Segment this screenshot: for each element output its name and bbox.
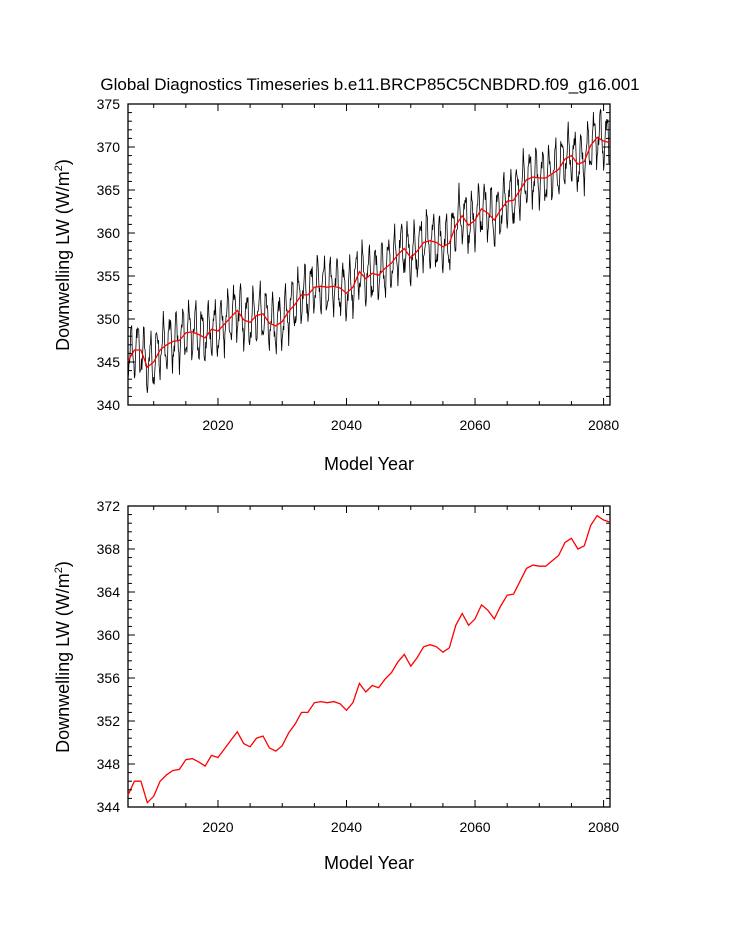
annual-series-line xyxy=(127,136,611,369)
x-tick-label: 2060 xyxy=(459,819,490,835)
y-tick-label: 370 xyxy=(97,139,121,155)
y-axis-title-close: ) xyxy=(53,561,73,567)
x-tick-label: 2020 xyxy=(202,819,233,835)
y-tick-label: 364 xyxy=(97,584,121,600)
annual-series-layer xyxy=(127,136,611,369)
x-axis-ticks: 2020 2040 2060 2080 xyxy=(153,104,619,433)
annual-series-line xyxy=(127,514,611,804)
timeseries-panel-annual: 2020 2040 2060 2080 344 348 352 356 360 364 368 37… xyxy=(53,498,619,873)
plot-area-border xyxy=(127,505,611,808)
y-tick-label: 360 xyxy=(97,627,121,643)
annual-series-layer xyxy=(127,514,611,804)
y-tick-label: 350 xyxy=(97,311,121,327)
y-tick-label: 344 xyxy=(97,799,121,815)
y-tick-label: 352 xyxy=(97,713,121,729)
y-axis-title: Downwelling LW (W/m2) xyxy=(53,159,73,351)
y-axis-title-sup: 2 xyxy=(53,165,65,171)
y-axis-title-main: Downwelling LW (W/m xyxy=(53,171,73,351)
y-tick-label: 375 xyxy=(97,96,121,112)
y-axis-title-close: ) xyxy=(53,159,73,165)
y-axis-title-main: Downwelling LW (W/m xyxy=(53,573,73,753)
monthly-series-line xyxy=(127,108,610,393)
x-tick-label: 2080 xyxy=(588,819,619,835)
y-tick-label: 365 xyxy=(97,182,121,198)
y-axis-title-sup: 2 xyxy=(53,567,65,573)
y-tick-label: 355 xyxy=(97,268,121,284)
x-axis-title: Model Year xyxy=(324,853,414,873)
y-tick-label: 345 xyxy=(97,354,121,370)
plot-area-border xyxy=(127,103,611,406)
y-tick-label: 372 xyxy=(97,498,121,514)
x-axis-title: Model Year xyxy=(324,454,414,474)
x-tick-label: 2080 xyxy=(588,417,619,433)
x-tick-label: 2060 xyxy=(459,417,490,433)
x-tick-label: 2040 xyxy=(331,819,362,835)
y-tick-label: 348 xyxy=(97,756,121,772)
y-tick-label: 356 xyxy=(97,670,121,686)
timeseries-panel-monthly: 2020 2040 2060 2080 340 345 350 355 360 365 370 37… xyxy=(53,96,619,474)
y-axis-title: Downwelling LW (W/m2) xyxy=(53,561,73,753)
y-axis-ticks: 344 348 352 356 360 364 368 372 xyxy=(97,498,610,815)
y-tick-label: 340 xyxy=(97,397,121,413)
monthly-series-layer xyxy=(127,108,610,393)
x-axis-ticks: 2020 2040 2060 2080 xyxy=(153,506,619,835)
chart-title: Global Diagnostics Timeseries b.e11.BRCP… xyxy=(100,75,639,94)
y-tick-label: 368 xyxy=(97,541,121,557)
x-tick-label: 2040 xyxy=(331,417,362,433)
y-axis-ticks: 340 345 350 355 360 365 370 375 xyxy=(97,96,610,413)
x-tick-label: 2020 xyxy=(202,417,233,433)
y-tick-label: 360 xyxy=(97,225,121,241)
